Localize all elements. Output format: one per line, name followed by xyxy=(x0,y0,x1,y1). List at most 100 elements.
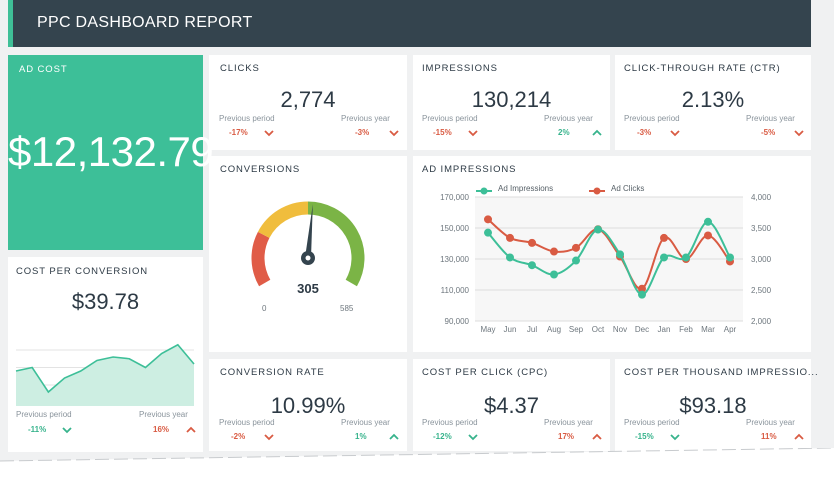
chevron-down-icon xyxy=(388,128,400,138)
clicks-point[interactable] xyxy=(572,243,580,252)
impressions-prev-period-label: Previous period xyxy=(422,114,478,123)
ctr-card: CLICK-THROUGH RATE (CTR) 2.13% Previous … xyxy=(615,55,811,150)
clicks-value: 2,774 xyxy=(280,87,336,112)
ctr-prev-year-value: -5% xyxy=(761,128,776,137)
cpconv-prev-period-value: -11% xyxy=(28,425,47,434)
clicks-prev-year-label: Previous year xyxy=(341,114,390,123)
ad-impressions-card: AD IMPRESSIONS 170,000 150,000 130,000 110,… xyxy=(413,156,811,352)
cr-prev-period-value: -2% xyxy=(231,432,246,441)
x-tick-label: Sep xyxy=(569,325,584,334)
right-tick-label: 2,500 xyxy=(751,286,772,295)
dashboard-header: PPC DASHBOARD REPORT xyxy=(8,0,811,47)
cpm-prev-period-label: Previous period xyxy=(624,418,680,427)
impressions-point[interactable] xyxy=(704,217,712,226)
conversion-rate-title: CONVERSION RATE xyxy=(220,367,325,378)
page-title: PPC DASHBOARD REPORT xyxy=(37,14,253,31)
cr-prev-period-label: Previous period xyxy=(219,418,275,427)
area-fill xyxy=(16,344,194,406)
cpm-title: COST PER THOUSAND IMPRESSIO... xyxy=(624,367,819,378)
cpm-prev-year-value: 11% xyxy=(761,432,777,441)
right-tick-label: 2,000 xyxy=(751,317,772,326)
impressions-point[interactable] xyxy=(616,250,624,259)
chevron-up-icon xyxy=(591,128,603,138)
clicks-point[interactable] xyxy=(550,247,558,256)
right-tick-label: 3,500 xyxy=(751,224,772,233)
chevron-up-icon xyxy=(793,432,805,442)
impressions-point[interactable] xyxy=(660,253,668,262)
chevron-up-icon xyxy=(388,432,400,442)
clicks-point[interactable] xyxy=(506,233,514,242)
clicks-point[interactable] xyxy=(660,233,668,242)
clicks-prev-period-label: Previous period xyxy=(219,114,275,123)
impressions-value: 130,214 xyxy=(471,87,552,112)
x-tick-label: Feb xyxy=(679,325,693,334)
ctr-prev-year-label: Previous year xyxy=(746,114,795,123)
x-tick-label: Jul xyxy=(527,325,537,334)
clicks-point[interactable] xyxy=(528,238,536,247)
cpconv-prev-year-value: 16% xyxy=(153,425,170,434)
cost-per-conversion-title: COST PER CONVERSION xyxy=(16,266,148,277)
chevron-up-icon xyxy=(185,425,197,435)
clicks-point[interactable] xyxy=(704,231,712,240)
clicks-point[interactable] xyxy=(638,284,646,293)
chevron-down-icon xyxy=(669,432,681,442)
gauge-max-label: 585 xyxy=(340,304,354,313)
left-tick-label: 130,000 xyxy=(440,255,469,264)
legend-impressions-label: Ad Impressions xyxy=(498,184,554,193)
ad-cost-title: AD COST xyxy=(19,64,68,75)
clicks-point[interactable] xyxy=(484,215,492,224)
x-tick-label: Nov xyxy=(613,325,627,334)
x-tick-label: Apr xyxy=(724,325,737,334)
x-tick-label: Jan xyxy=(658,325,671,334)
impressions-title: IMPRESSIONS xyxy=(422,63,498,74)
impressions-point[interactable] xyxy=(572,256,580,265)
impressions-point[interactable] xyxy=(726,253,734,262)
x-tick-label: Jun xyxy=(504,325,517,334)
impressions-point[interactable] xyxy=(484,228,492,237)
cpc-prev-year-value: 17% xyxy=(558,432,575,441)
clicks-prev-year-value: -3% xyxy=(355,128,370,137)
chevron-down-icon xyxy=(669,128,681,138)
cost-per-conversion-value: $39.78 xyxy=(71,289,140,314)
cost-per-conversion-card: COST PER CONVERSION $39.78 Previous peri… xyxy=(8,257,203,452)
chevron-down-icon xyxy=(61,425,73,435)
cpm-prev-period-value: -15% xyxy=(635,432,654,441)
impressions-point[interactable] xyxy=(594,225,602,234)
chevron-down-icon xyxy=(467,432,479,442)
gauge-segment-low xyxy=(251,231,271,287)
conversions-card: CONVERSIONS 305 0 585 xyxy=(209,156,407,352)
impressions-point[interactable] xyxy=(682,253,690,262)
gauge-hub-center xyxy=(305,255,311,261)
impressions-point[interactable] xyxy=(638,290,646,299)
gauge-needle xyxy=(305,204,313,259)
legend-clicks-label: Ad Clicks xyxy=(611,184,645,193)
left-tick-label: 170,000 xyxy=(440,193,469,202)
ad-impressions-line-chart: 170,000 150,000 130,000 110,000 90,000 4,000 3… xyxy=(440,193,772,334)
x-tick-label: Mar xyxy=(701,325,715,334)
ctr-prev-period-label: Previous period xyxy=(624,114,680,123)
conversion-rate-value: 10.99% xyxy=(270,393,346,418)
cr-prev-year-value: 1% xyxy=(355,432,367,441)
x-tick-label: Oct xyxy=(592,325,605,334)
impressions-card: IMPRESSIONS 130,214 Previous period -15%… xyxy=(413,55,610,150)
ctr-prev-period-value: -3% xyxy=(637,128,652,137)
impressions-point[interactable] xyxy=(528,261,536,270)
x-tick-label: Aug xyxy=(547,325,561,334)
cpm-value: $93.18 xyxy=(679,393,747,418)
cpc-prev-year-label: Previous year xyxy=(544,418,593,427)
cpc-prev-period-value: -12% xyxy=(433,432,452,441)
cpc-title: COST PER CLICK (CPC) xyxy=(422,367,549,378)
cr-prev-year-label: Previous year xyxy=(341,418,390,427)
conversion-rate-card: CONVERSION RATE 10.99% Previous period -… xyxy=(209,359,407,451)
impressions-point[interactable] xyxy=(506,253,514,262)
cpm-prev-year-label: Previous year xyxy=(746,418,795,427)
cpc-card: COST PER CLICK (CPC) $4.37 Previous peri… xyxy=(413,359,610,451)
gauge-segment-high xyxy=(307,201,365,287)
cpconv-prev-year-label: Previous year xyxy=(139,410,188,419)
x-tick-label: May xyxy=(480,325,495,334)
area-series-line xyxy=(15,343,195,394)
ctr-title: CLICK-THROUGH RATE (CTR) xyxy=(624,63,781,74)
conversions-gauge xyxy=(251,201,365,287)
legend-clicks-marker xyxy=(589,183,605,195)
impressions-point[interactable] xyxy=(550,270,558,279)
